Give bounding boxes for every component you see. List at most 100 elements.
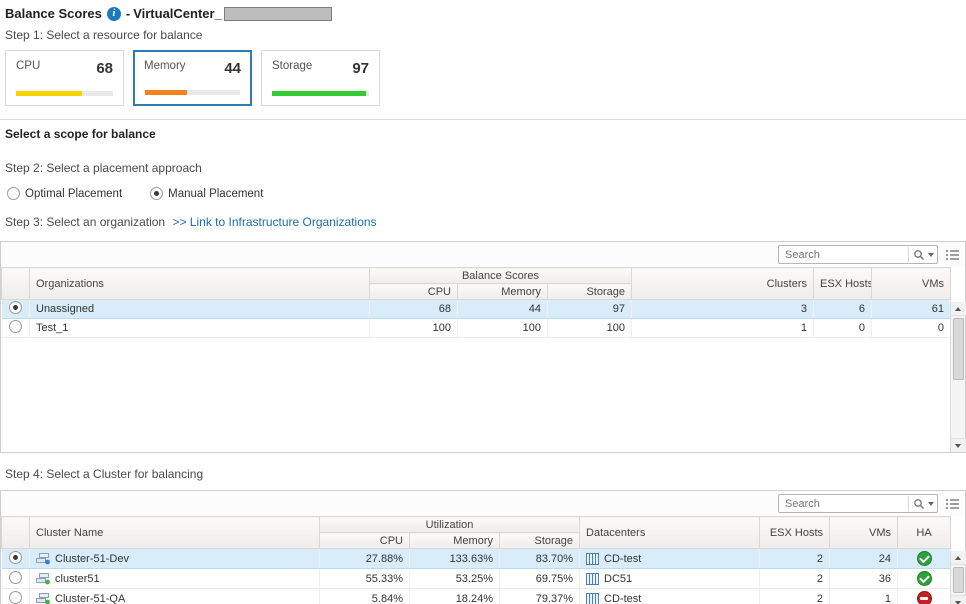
cluster-icon [36,552,50,564]
cluster-row-dev[interactable]: Cluster-51-Dev 27.88% 133.63% 83.70% CD-… [1,548,952,569]
title-separator: - [125,6,131,21]
resource-bar-fill [16,91,82,96]
cluster-row-cluster51[interactable]: cluster51 55.33% 53.25% 69.75% DC51 2 36 [1,568,952,589]
search-icon [914,249,925,260]
datacenter-icon [586,592,600,604]
info-icon[interactable] [106,6,121,21]
organizations-table: Organizations Balance Scores Clusters ES… [1,267,951,338]
search-options[interactable] [908,496,934,511]
org-cpu-score: 68 [369,299,458,319]
search-options[interactable] [908,247,934,262]
datacenter-name: DC51 [604,572,633,585]
search-icon [914,498,925,509]
datacenter-name: CD-test [604,552,642,565]
step3-row: Step 3: Select an organization >> Link t… [5,215,966,229]
cluster-name: Cluster-51-Dev [55,552,129,565]
scroll-up-button[interactable] [950,551,966,565]
infrastructure-organizations-link[interactable]: >> Link to Infrastructure Organizations [172,215,377,229]
grid-options-icon[interactable] [945,249,960,261]
scroll-down-button[interactable] [950,595,966,604]
clusters-search-input[interactable] [785,497,908,510]
resource-cards: CPU 68 Memory 44 Storage 97 [5,50,966,106]
column-header-vms[interactable]: VMs [871,267,951,300]
placement-option-manual[interactable]: Manual Placement [150,187,263,200]
org-esx-hosts: 6 [813,299,872,319]
cluster-storage-utilization: 83.70% [499,548,581,569]
scroll-up-button[interactable] [950,302,966,316]
radio-unchecked-icon [7,187,20,200]
organizations-grid-toolbar [1,242,965,267]
column-header-esx-hosts[interactable]: ESX Hosts [759,516,831,549]
row-radio[interactable] [8,320,22,333]
cluster-storage-utilization: 79.37% [499,588,581,604]
placement-options: Optimal Placement Manual Placement [7,187,966,200]
column-header-clusters[interactable]: Clusters [631,267,814,300]
clusters-search-box[interactable] [778,494,938,513]
cluster-icon [36,592,50,604]
cluster-vms: 24 [829,548,899,569]
placement-option-label: Optimal Placement [25,187,123,200]
resource-card-storage[interactable]: Storage 97 [261,50,380,106]
resource-card-label: CPU [16,60,41,72]
cluster-icon [36,572,50,584]
step2-label: Step 2: Select a placement approach [5,161,202,175]
row-radio-checked[interactable] [8,550,22,564]
column-header-vms[interactable]: VMs [829,516,899,549]
step4-label: Step 4: Select a Cluster for balancing [5,467,204,481]
step3-label: Step 3: Select an organization [5,215,166,229]
column-header-cpu[interactable]: CPU [319,532,410,549]
radio-column-header [1,516,30,549]
placement-option-optimal[interactable]: Optimal Placement [7,187,122,200]
scroll-thumb[interactable] [952,318,964,380]
cluster-name: cluster51 [55,572,100,585]
resource-bar-fill [145,90,187,95]
resource-card-label: Storage [272,60,313,72]
org-clusters: 1 [631,318,814,338]
ha-status-icon [916,571,932,586]
column-header-memory[interactable]: Memory [409,532,500,549]
vertical-scrollbar[interactable] [950,551,966,604]
cluster-row-qa[interactable]: Cluster-51-QA 5.84% 18.24% 79.37% CD-tes… [1,588,952,604]
column-header-memory[interactable]: Memory [457,283,548,300]
column-header-datacenters[interactable]: Datacenters [579,516,761,549]
column-group-balance-scores: Balance Scores [369,267,632,284]
org-clusters: 3 [631,299,814,319]
resource-card-value: 68 [96,60,113,77]
column-header-cpu[interactable]: CPU [369,283,458,300]
column-header-esx-hosts[interactable]: ESX Hosts [813,267,872,300]
column-header-cluster-name[interactable]: Cluster Name [29,516,320,549]
column-header-organizations[interactable]: Organizations [29,267,370,300]
organizations-search-box[interactable] [778,245,938,264]
step1-label: Step 1: Select a resource for balance [5,28,203,42]
org-row-test1[interactable]: Test_1 100 100 100 1 0 0 [1,318,951,338]
resource-card-memory[interactable]: Memory 44 [133,50,252,106]
grid-options-icon[interactable] [945,498,960,510]
page-title: Balance Scores [5,6,102,21]
column-group-utilization: Utilization [318,516,581,533]
cluster-name: Cluster-51-QA [55,592,126,604]
radio-column-header [1,267,30,300]
vertical-scrollbar[interactable] [950,302,966,452]
organizations-search-input[interactable] [785,248,908,261]
scroll-down-button[interactable] [950,438,966,452]
placement-option-label: Manual Placement [168,187,264,200]
row-radio[interactable] [8,570,22,584]
redacted-text [223,6,332,21]
cluster-esx-hosts: 2 [759,548,831,569]
clusters-grid-toolbar [1,491,965,516]
ha-status-icon [916,551,932,566]
cluster-vms: 1 [829,588,899,604]
row-radio[interactable] [8,590,22,604]
org-row-unassigned[interactable]: Unassigned 68 44 97 3 6 61 [1,299,951,319]
row-radio-checked[interactable] [8,301,22,314]
search-dropdown-icon [928,252,934,257]
page-header: Balance Scores - VirtualCenter_ [0,0,966,21]
datacenter-icon [586,572,600,585]
column-header-storage[interactable]: Storage [498,532,581,549]
column-header-ha[interactable]: HA [897,516,952,549]
column-header-storage[interactable]: Storage [547,283,632,300]
resource-card-cpu[interactable]: CPU 68 [5,50,124,106]
cluster-esx-hosts: 2 [759,568,831,589]
org-memory-score: 100 [457,318,548,338]
scroll-thumb[interactable] [952,567,964,593]
